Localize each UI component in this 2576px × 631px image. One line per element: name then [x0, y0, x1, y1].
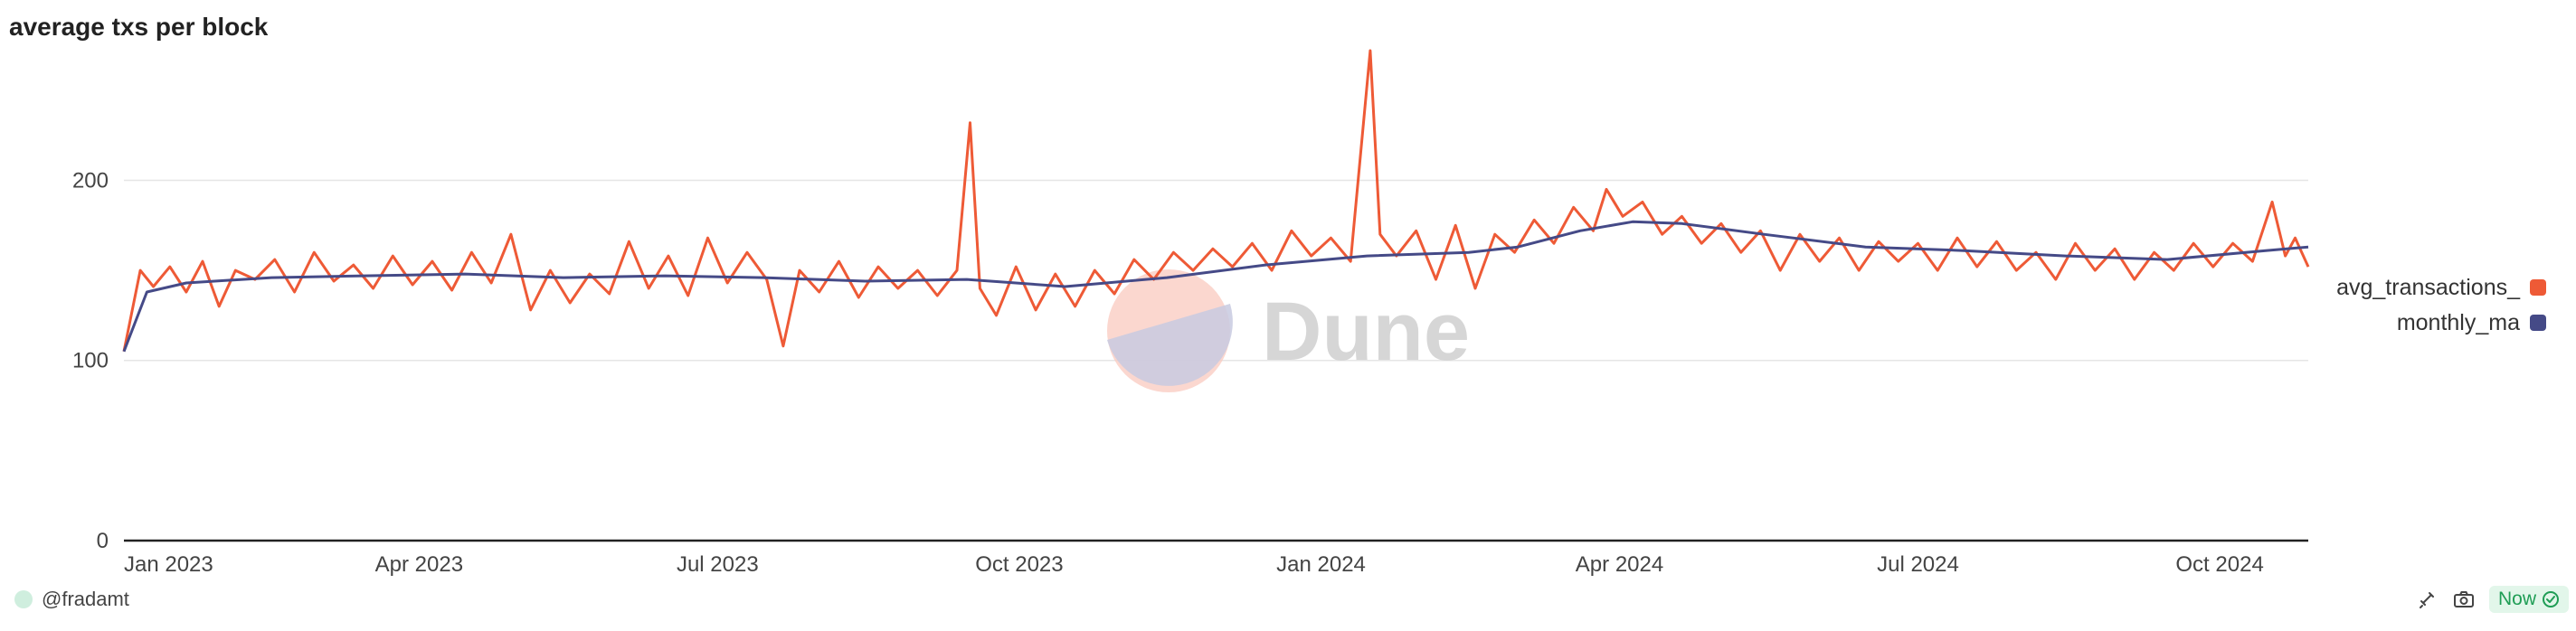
x-tick-label: Jan 2023 — [124, 552, 213, 577]
watermark-circle-shade — [1107, 304, 1233, 386]
x-tick-label: Apr 2024 — [1576, 552, 1663, 577]
legend-label: monthly_ma — [2397, 310, 2520, 335]
author-credit[interactable]: @fradamt — [14, 586, 129, 613]
x-tick-label: Apr 2023 — [375, 552, 463, 577]
refresh-icon[interactable] — [2417, 589, 2439, 610]
y-tick-label: 100 — [72, 349, 109, 373]
x-tick-label: Oct 2024 — [2175, 552, 2263, 577]
freshness-badge[interactable]: Now — [2488, 586, 2569, 613]
check-circle-icon — [2543, 591, 2559, 607]
axes: 0 100 200 Jan 2023 Apr 2023 Jul 2023 Oct 2023 J… — [72, 168, 2308, 577]
x-tick-label: Oct 2023 — [975, 552, 1063, 577]
legend: avg_transactions_ monthly_ma — [2336, 275, 2546, 335]
y-tick-label: 200 — [72, 168, 109, 193]
camera-icon[interactable] — [2453, 589, 2475, 610]
y-tick-label: 0 — [97, 529, 109, 553]
author-name: @fradamt — [42, 588, 129, 610]
watermark-text: Dune — [1262, 286, 1470, 378]
x-tick-label: Jul 2024 — [1877, 552, 1959, 577]
chart-tools: Now — [2417, 584, 2569, 615]
freshness-label: Now — [2497, 589, 2536, 609]
legend-swatch — [2530, 279, 2546, 296]
x-tick-label: Jul 2023 — [677, 552, 759, 577]
dune-watermark: Dune — [1107, 269, 1470, 392]
legend-swatch — [2530, 315, 2546, 331]
legend-label: avg_transactions_ — [2336, 275, 2521, 300]
x-tick-label: Jan 2024 — [1276, 552, 1366, 577]
author-avatar — [14, 590, 33, 608]
chart-title: average txs per block — [9, 13, 269, 41]
series-line-monthly-ma — [122, 220, 2309, 353]
series-layer — [122, 49, 2310, 353]
